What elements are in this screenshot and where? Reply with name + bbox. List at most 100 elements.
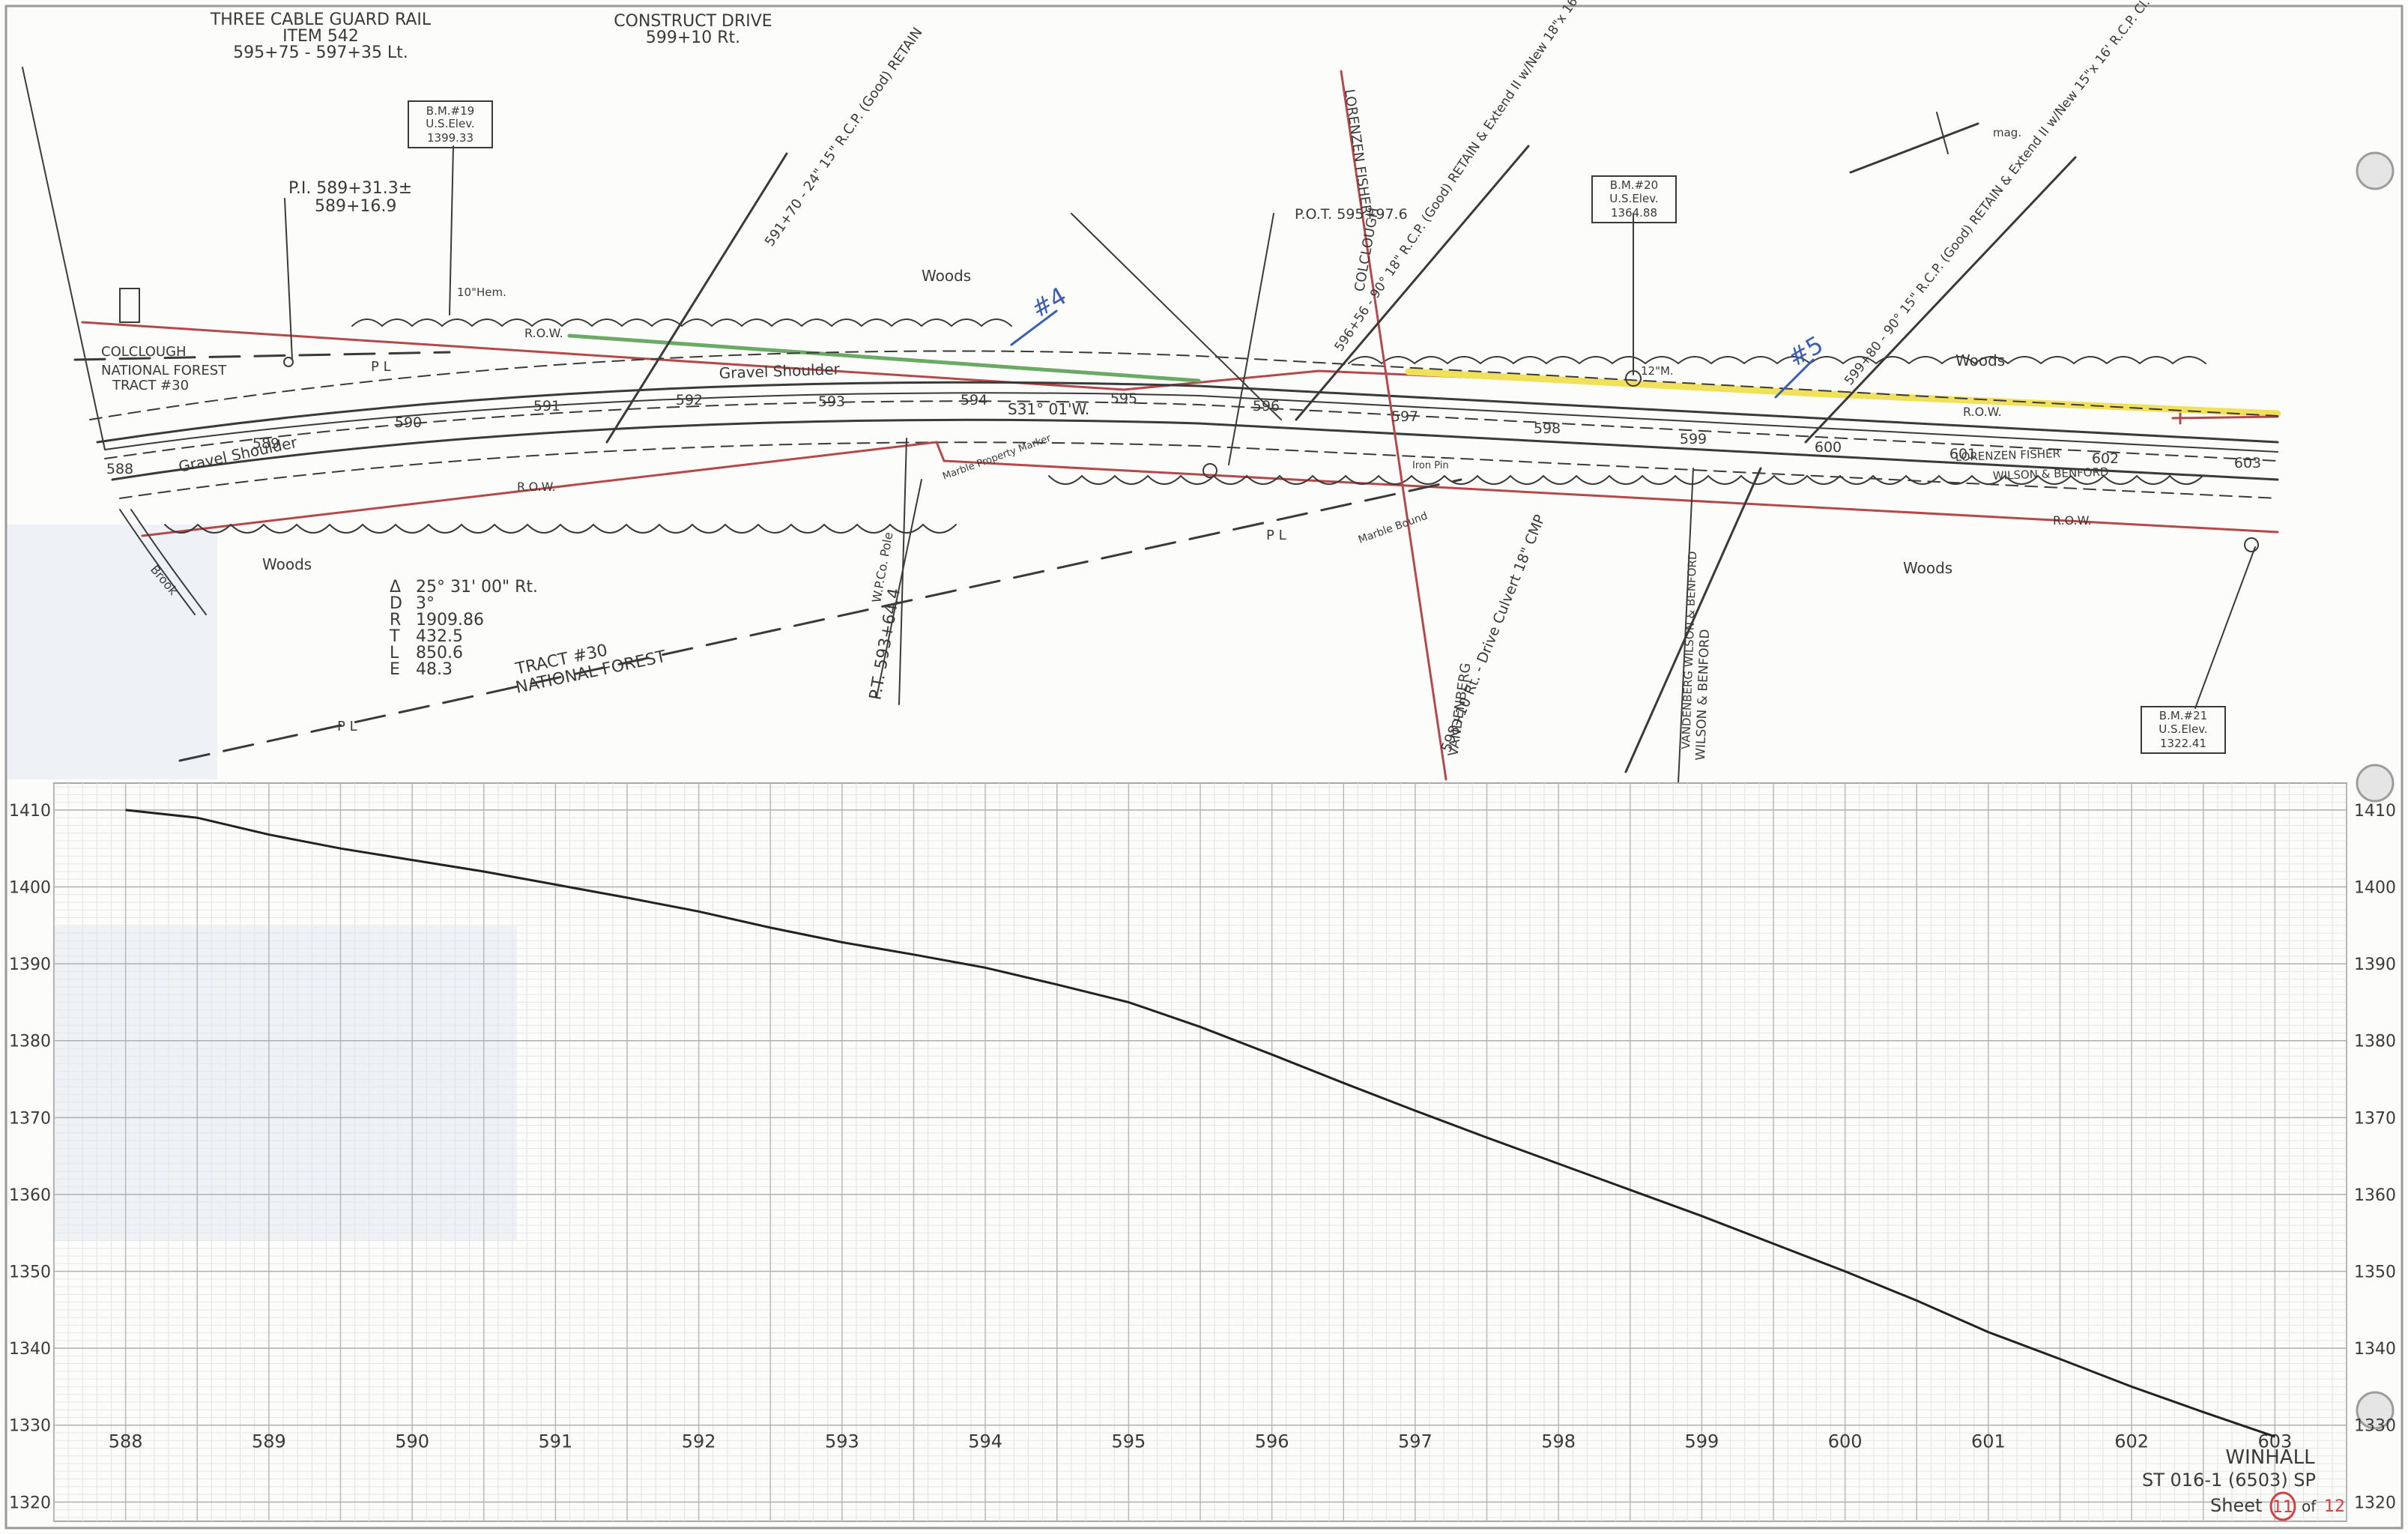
sheet-of: of — [2302, 1497, 2317, 1515]
elevation-label-right: 1340 — [2354, 1340, 2396, 1359]
curve-val: 850.6 — [416, 644, 463, 662]
title-block: WINHALL ST 016-1 (6503) SP Sheet 11 of 1… — [2142, 1446, 2345, 1521]
profile-station-label: 600 — [1828, 1431, 1863, 1452]
plan-station-label: 588 — [106, 461, 133, 477]
pot-leader — [1071, 213, 1282, 420]
plan-view — [22, 67, 2281, 784]
plan-station-label: 599 — [1680, 431, 1707, 447]
culvert-leader — [1295, 145, 1530, 421]
guard-rail-item: ITEM 542 — [282, 27, 359, 46]
elevation-label-left: 1320 — [9, 1494, 51, 1512]
row-label: R.O.W. — [524, 326, 563, 340]
pot-label: P.O.T. 595+97.6 — [1295, 206, 1408, 223]
profile-station-label: 602 — [2114, 1431, 2149, 1452]
bm19-leader — [449, 145, 454, 315]
plan-station-label: 596 — [1253, 398, 1280, 414]
bm19-line3: 1399.33 — [427, 131, 474, 145]
profile-station-label: 593 — [825, 1431, 859, 1452]
curve-val: 25° 31' 00" Rt. — [416, 578, 538, 597]
woods-label: Woods — [1955, 351, 2005, 369]
matchline — [22, 67, 106, 450]
property-line-label: P L — [1266, 528, 1286, 543]
plan-station-label: 601 — [1949, 446, 1976, 462]
profile-station-label: 598 — [1541, 1431, 1576, 1452]
sheet-circle-icon — [2269, 1491, 2296, 1521]
plan-station-label: 594 — [961, 392, 987, 408]
elevation-label-left: 1400 — [9, 879, 51, 898]
profile-station-labels: 588 589 590 591 592 593 594 595 596 597 598 599 600 6… — [109, 1431, 2293, 1452]
road-edge-left — [96, 381, 2279, 444]
bm21-line1: B.M.#21 — [2159, 709, 2207, 722]
lorenzen-right-label: LORENZEN FISHER — [1955, 447, 2061, 464]
sheet-total: 12 — [2324, 1497, 2345, 1516]
plan-station-label: 595 — [1110, 390, 1137, 407]
brook-line — [130, 509, 207, 615]
scan-tint — [52, 926, 517, 1241]
tree-line — [1048, 474, 2203, 485]
profile-station-label: 591 — [538, 1431, 572, 1452]
property-line — [178, 478, 1462, 762]
bm21-leader — [2194, 546, 2256, 709]
woods-label: Woods — [922, 267, 971, 285]
row-label: R.O.W. — [517, 480, 556, 494]
wilson-right-label: WILSON & BENFORD — [1993, 465, 2109, 483]
plan-station-label: 590 — [395, 414, 422, 431]
drive-title: CONSTRUCT DRIVE — [614, 12, 772, 31]
north-label: mag. — [1993, 126, 2021, 139]
profile-station-label: 596 — [1255, 1431, 1289, 1452]
town-name: WINHALL — [2225, 1446, 2315, 1469]
elevation-label-right: 1330 — [2354, 1417, 2396, 1436]
curve-sym: L — [390, 644, 399, 662]
profile-station-label: 599 — [1684, 1431, 1719, 1452]
national-forest-label: NATIONAL FOREST — [101, 363, 227, 378]
property-line-red — [1340, 70, 1447, 781]
pi-point-icon — [283, 357, 294, 367]
curve-sym: T — [389, 627, 400, 646]
culvert-leader — [1624, 467, 1762, 773]
bm20-line1: B.M.#20 — [1610, 178, 1658, 192]
brook-line — [119, 509, 196, 615]
profile-station-label: 592 — [682, 1431, 716, 1452]
road-edge-right — [111, 418, 2279, 481]
benchmark-box: B.M.#20 U.S.Elev. 1364.88 — [1591, 175, 1677, 223]
elevation-label-left: 1340 — [9, 1340, 51, 1359]
tree-line — [1348, 356, 2206, 365]
binder-hole-icon — [2356, 764, 2395, 803]
plan-station-label: 591 — [533, 398, 560, 414]
sheet-prefix: Sheet — [2210, 1495, 2262, 1516]
elevation-label-left: 1360 — [9, 1186, 51, 1205]
highlight-green — [567, 333, 1201, 383]
bm19-line2: U.S.Elev. — [426, 117, 474, 130]
elevation-label-left: 1410 — [9, 802, 51, 821]
profile-station-label: 601 — [1971, 1431, 2006, 1452]
pot-leader — [1228, 213, 1274, 465]
culvert-leader — [1804, 156, 2077, 444]
plan-station-label: 589 — [252, 435, 279, 452]
elevation-label-left: 1390 — [9, 955, 51, 974]
profile-station-label: 603 — [2257, 1431, 2292, 1452]
plan-station-label: 600 — [1815, 439, 1842, 456]
bearing-label: S31° 01'W. — [1008, 400, 1089, 418]
centerline — [104, 392, 2278, 453]
plan-station-label: 602 — [2092, 450, 2119, 467]
elevation-label-right: 1380 — [2354, 1033, 2396, 1051]
profile-station-label: 597 — [1398, 1431, 1433, 1452]
benchmark-box: B.M.#19 U.S.Elev. 1399.33 — [408, 100, 493, 148]
station-leader — [1678, 468, 1694, 784]
utility-pole-icon — [1203, 463, 1217, 478]
scan-tint — [7, 525, 217, 779]
binder-hole-icon — [2356, 1391, 2395, 1430]
bm21-line2: U.S.Elev. — [2159, 722, 2207, 736]
elevation-label-right: 1370 — [2354, 1109, 2396, 1128]
elevation-label-left: 1350 — [9, 1263, 51, 1282]
profile-station-label: 590 — [395, 1431, 429, 1452]
profile-station-label: 594 — [968, 1431, 1002, 1452]
curve-val: 432.5 — [416, 627, 463, 646]
elevation-label-right: 1320 — [2354, 1494, 2396, 1512]
elevation-label-right: 1410 — [2354, 802, 2396, 821]
curve-sym: R — [390, 611, 401, 629]
pi-leader — [284, 198, 293, 360]
bm21-line3: 1322.41 — [2160, 737, 2206, 750]
road-shoulder — [104, 400, 2278, 462]
elevation-label-left: 1330 — [9, 1417, 51, 1436]
